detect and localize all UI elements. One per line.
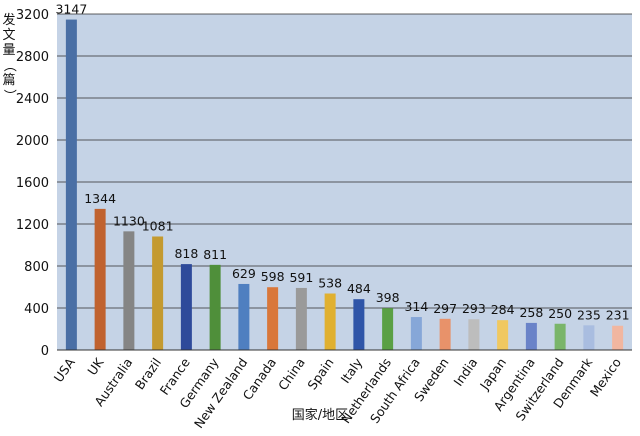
data-label: 538 <box>318 276 342 291</box>
y-tick-label: 1600 <box>16 176 49 191</box>
data-label: 1344 <box>84 191 116 206</box>
bar <box>324 293 336 350</box>
y-tick-label: 1200 <box>16 218 49 233</box>
y-axis-ticks: 0 400 800 1200 1600 2000 2400 2800 3200 <box>16 8 49 359</box>
y-axis-title-char: 文 <box>2 28 16 43</box>
bar <box>612 325 624 350</box>
bar <box>497 320 509 350</box>
bar <box>65 19 77 350</box>
bar <box>468 319 480 350</box>
bar <box>94 208 106 350</box>
data-label: 1130 <box>113 213 145 228</box>
x-tick-label: Spain <box>304 355 336 392</box>
x-tick-label: UK <box>84 354 107 377</box>
bar <box>353 299 365 350</box>
data-label: 811 <box>203 247 227 262</box>
y-axis-title-char: （ <box>1 58 17 72</box>
x-tick-label: USA <box>51 355 78 385</box>
data-label: 284 <box>491 302 515 317</box>
bar <box>267 287 279 350</box>
y-axis-title-char: 篇 <box>2 73 16 88</box>
data-label: 314 <box>404 299 428 314</box>
y-tick-label: 2800 <box>16 50 49 65</box>
y-tick-label: 400 <box>24 302 49 317</box>
bar <box>410 317 422 350</box>
bar <box>439 318 451 350</box>
y-axis-title-char: 发 <box>2 13 16 28</box>
bar <box>554 323 566 350</box>
y-tick-label: 2000 <box>16 134 49 149</box>
x-axis-title: 国家/地区 <box>291 408 349 423</box>
y-tick-label: 3200 <box>16 8 49 23</box>
bar <box>238 283 250 350</box>
data-label: 629 <box>232 266 256 281</box>
bar <box>180 264 192 350</box>
data-label: 398 <box>376 290 400 305</box>
data-label: 297 <box>433 301 457 316</box>
bar <box>583 325 595 350</box>
data-label: 3147 <box>55 2 87 17</box>
bar <box>295 287 307 350</box>
data-label: 591 <box>289 270 313 285</box>
y-axis-title-char: 量 <box>2 43 16 58</box>
data-label: 235 <box>577 307 601 322</box>
bar <box>123 231 135 350</box>
bar <box>382 308 394 350</box>
y-tick-label: 800 <box>24 260 49 275</box>
data-label: 818 <box>174 246 198 261</box>
y-tick-label: 0 <box>41 344 49 359</box>
x-tick-label: China <box>275 355 308 393</box>
bar <box>152 236 164 350</box>
data-label: 250 <box>548 306 572 321</box>
y-axis-title-char: ） <box>1 88 17 102</box>
data-label: 258 <box>519 305 543 320</box>
y-tick-label: 2400 <box>16 92 49 107</box>
data-label: 231 <box>606 308 630 323</box>
bar <box>209 264 221 350</box>
data-label: 598 <box>261 269 285 284</box>
x-tick-label: Italy <box>337 355 365 386</box>
data-label: 1081 <box>142 218 174 233</box>
data-label: 484 <box>347 281 371 296</box>
bars <box>65 19 624 350</box>
bar <box>525 322 537 350</box>
data-label: 293 <box>462 301 486 316</box>
